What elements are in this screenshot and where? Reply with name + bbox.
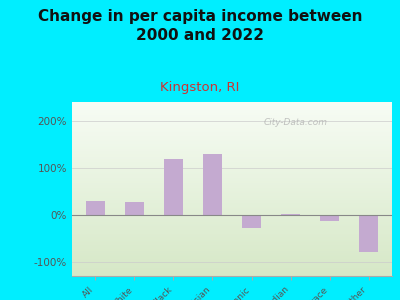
Bar [164, 159, 183, 215]
Text: City-Data.com: City-Data.com [264, 118, 328, 127]
Text: Kingston, RI: Kingston, RI [160, 81, 240, 94]
Bar [320, 215, 339, 221]
Bar [125, 202, 144, 215]
Bar [359, 215, 378, 251]
Bar [86, 201, 105, 215]
Text: Change in per capita income between
2000 and 2022: Change in per capita income between 2000… [38, 9, 362, 43]
Bar [281, 214, 300, 215]
Bar [203, 154, 222, 215]
Bar [242, 215, 261, 228]
